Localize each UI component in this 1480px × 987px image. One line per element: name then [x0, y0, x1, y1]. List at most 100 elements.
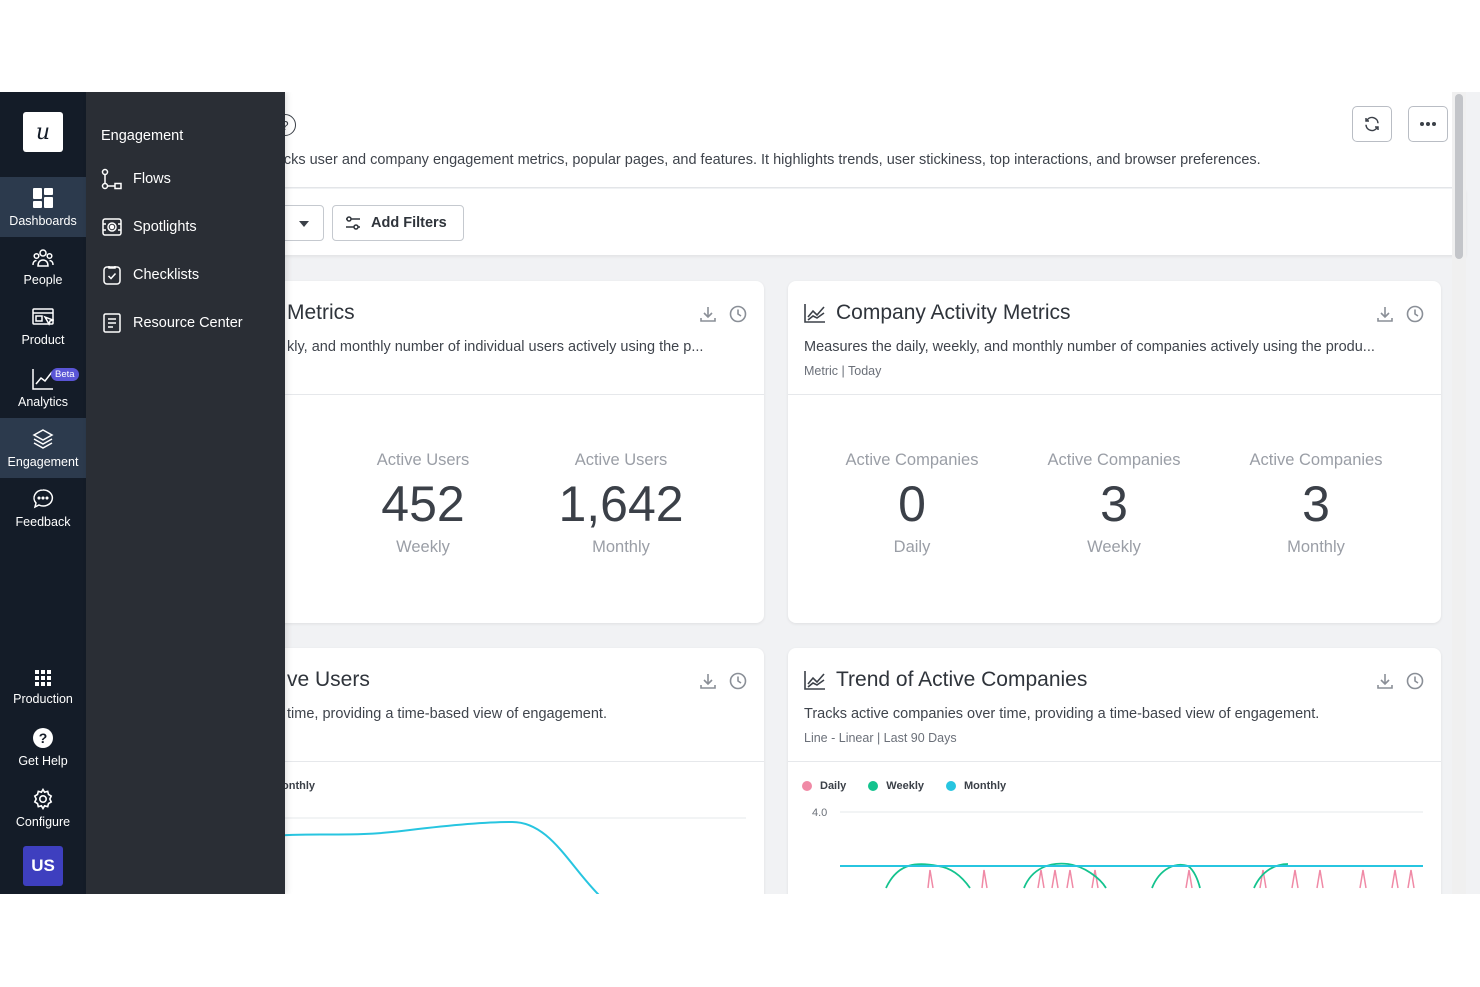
line-chart-icon [804, 671, 825, 690]
download-icon[interactable] [1376, 672, 1394, 690]
rail-item-label: Production [13, 691, 73, 706]
flyout-item-label: Resource Center [133, 315, 243, 331]
add-filters-button[interactable]: Add Filters [332, 205, 464, 241]
card-title: Trend of Active Companies [836, 668, 1088, 691]
metric-weekly-companies: Active Companies 3 Weekly [1019, 451, 1209, 557]
flyout-item-label: Checklists [133, 267, 200, 283]
download-icon[interactable] [1376, 305, 1394, 323]
rail-item-label: Analytics [17, 394, 69, 409]
more-options-button[interactable] [1408, 106, 1448, 142]
rail-item-product[interactable]: Product [0, 297, 86, 357]
svg-text:?: ? [39, 730, 48, 746]
metric-label: Active Companies [1249, 451, 1383, 469]
clock-icon[interactable] [729, 305, 747, 323]
layers-icon [32, 428, 54, 449]
metric-daily-companies: Active Companies 0 Daily [817, 451, 1007, 557]
metric-period: Weekly [1087, 538, 1141, 556]
rail-item-feedback[interactable]: Feedback [0, 478, 86, 538]
rail-item-configure[interactable]: Configure [0, 778, 86, 838]
add-filters-label: Add Filters [371, 215, 447, 231]
legend-dot [802, 781, 812, 791]
chart-legend: Daily Weekly Monthly [802, 780, 1028, 792]
flyout-item-flows[interactable]: Flows [101, 165, 171, 193]
clock-icon[interactable] [729, 672, 747, 690]
card-meta: Metric | Today [804, 364, 882, 378]
metric-label: Active Users [574, 451, 668, 469]
analytics-icon [32, 368, 53, 390]
y-tick-label: 4.0 [812, 807, 827, 819]
product-icon [32, 307, 54, 326]
rail-item-label: Engagement [7, 454, 79, 469]
rail-item-get-help[interactable]: ? Get Help [0, 717, 86, 777]
help-icon: ? [33, 727, 53, 748]
card-description: Measures the daily, weekly, and monthly … [804, 339, 1375, 355]
scrollbar[interactable] [1452, 92, 1466, 894]
legend-dot [868, 781, 879, 791]
trend-active-companies-card: Trend of Active Companies Tracks active … [788, 648, 1441, 894]
clock-icon[interactable] [1406, 305, 1424, 323]
rail-item-people[interactable]: People [0, 237, 86, 297]
metric-period: Weekly [396, 538, 450, 556]
card-title: ve Users [287, 668, 370, 691]
download-icon[interactable] [699, 672, 717, 690]
sliders-icon [346, 216, 360, 230]
metric-period: Monthly [592, 538, 650, 556]
metric-label: Active Companies [1047, 451, 1181, 469]
users-trend-chart [269, 817, 746, 894]
legend-label: onthly [282, 780, 315, 792]
legend-label: Monthly [964, 780, 1007, 792]
flyout-item-checklists[interactable]: Checklists [101, 261, 199, 289]
clock-icon[interactable] [1406, 672, 1424, 690]
companies-trend-chart: 4.0 [812, 807, 1423, 889]
download-icon[interactable] [699, 305, 717, 323]
card-divider [788, 761, 1441, 762]
resource-center-icon [103, 313, 121, 333]
rail-item-label: Product [21, 332, 65, 347]
rail-item-engagement[interactable]: Engagement [0, 418, 86, 478]
legend-item-monthly[interactable]: Monthly [946, 780, 1006, 792]
scrollbar-thumb[interactable] [1455, 94, 1463, 259]
refresh-icon [1365, 116, 1379, 132]
card-divider [788, 394, 1441, 395]
beta-badge: Beta [51, 368, 79, 381]
chart-legend: onthly [282, 780, 315, 792]
chevron-down-icon [299, 221, 309, 227]
rail-item-label: Dashboards [9, 213, 77, 228]
card-title: Company Activity Metrics [836, 301, 1071, 324]
dashboard-icon [33, 187, 53, 208]
rail-item-label: Feedback [15, 514, 71, 529]
refresh-button[interactable] [1352, 106, 1392, 142]
flyout-item-label: Spotlights [133, 219, 197, 235]
grid-icon [35, 669, 51, 686]
legend-label: Daily [820, 780, 847, 792]
avatar[interactable]: US [23, 846, 63, 886]
rail-item-analytics[interactable]: Analytics Beta [0, 358, 86, 418]
rail-item-dashboards[interactable]: Dashboards [0, 177, 86, 237]
monthly-series-line [269, 820, 600, 894]
metric-monthly-users: Active Users 1,642 Monthly [526, 451, 716, 557]
flyout-item-resource-center[interactable]: Resource Center [101, 309, 243, 337]
metric-label: Active Users [376, 451, 470, 469]
flyout-item-spotlights[interactable]: Spotlights [101, 213, 197, 241]
flyout-item-label: Flows [133, 171, 171, 187]
rail-item-production[interactable]: Production [0, 657, 86, 717]
card-description: time, providing a time-based view of eng… [287, 706, 607, 722]
card-divider [230, 761, 764, 762]
card-description: Tracks active companies over time, provi… [804, 706, 1320, 722]
legend-label: Weekly [886, 780, 925, 792]
spotlight-icon [102, 218, 122, 236]
daily-series-line [927, 869, 1415, 889]
rail-item-label: People [23, 272, 63, 287]
legend-item-daily[interactable]: Daily [802, 780, 846, 792]
metric-value: 452 [381, 476, 465, 532]
company-activity-card: Company Activity Metrics Measures the da… [788, 281, 1441, 623]
logo[interactable]: u [23, 112, 63, 152]
chat-icon [33, 488, 54, 508]
more-horizontal-icon [1420, 122, 1436, 126]
engagement-flyout-menu: Engagement Flows Spotlights Checklists R… [86, 92, 285, 894]
app-window: ? rd tracks user and company engagement … [0, 92, 1480, 894]
flows-icon [101, 168, 122, 190]
metric-period: Daily [893, 538, 931, 556]
legend-item-weekly[interactable]: Weekly [868, 780, 924, 792]
dashboard-description: rd tracks user and company engagement me… [250, 152, 1261, 168]
